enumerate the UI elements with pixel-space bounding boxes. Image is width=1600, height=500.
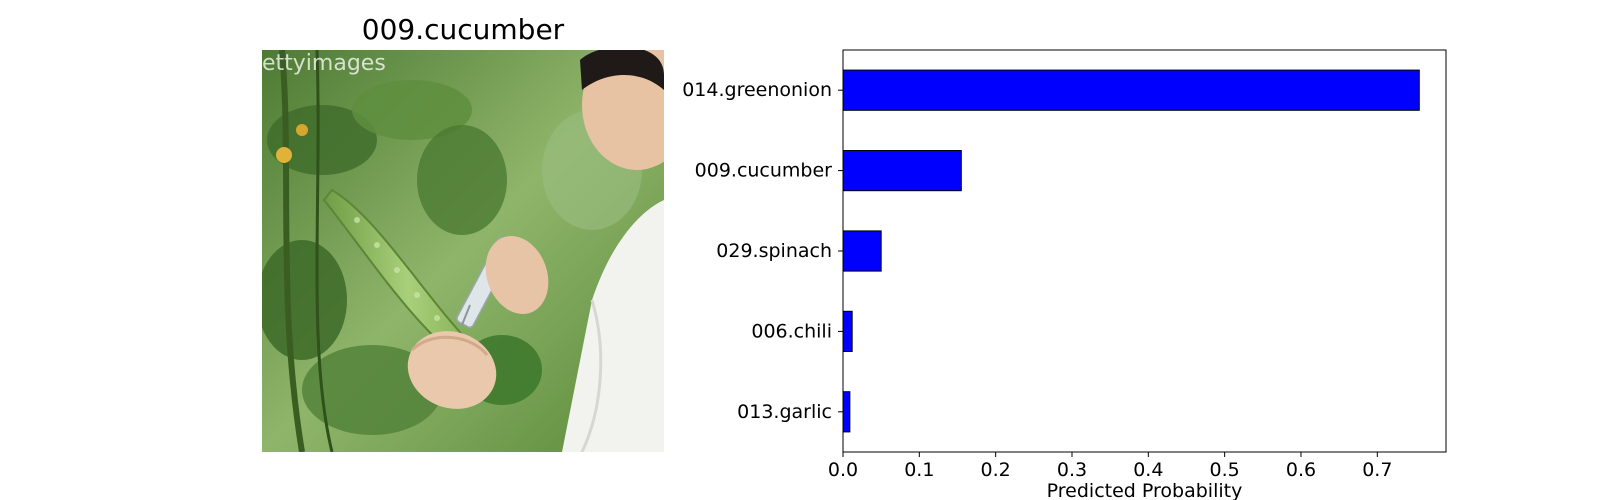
x-tick-label: 0.1 [904,459,934,481]
bars-layer [842,69,1420,433]
x-tick-label: 0.5 [1210,459,1240,481]
y-tick-labels: 014.greenonion 009.cucumber 029.spinach 006… [682,79,843,423]
bar-006-chili [842,310,853,352]
x-tick-label: 0.7 [1362,459,1392,481]
bar-013-garlic [842,391,851,433]
y-tick-label: 014.greenonion [682,79,832,101]
x-tick-label: 0.4 [1133,459,1163,481]
plot-frame [842,49,1447,453]
bar-009-cucumber [842,150,962,192]
y-tick-label: 006.chili [751,320,832,342]
y-tick-label: 009.cucumber [695,160,833,182]
x-tick-label: 0.0 [828,459,858,481]
photo-watermark: ettyimages [262,51,386,76]
y-tick-label: 029.spinach [716,240,832,262]
x-axis-label: Predicted Probability [1047,480,1243,500]
x-tick-label: 0.2 [981,459,1011,481]
bar-029-spinach [842,230,882,272]
cucumber-photo: ettyimages [262,50,664,452]
x-ticks: 0.0 0.1 0.2 0.3 0.4 0.5 0.6 0.7 [828,452,1392,481]
y-tick-label: 013.garlic [737,401,832,423]
x-tick-label: 0.3 [1057,459,1087,481]
image-title: 009.cucumber [361,13,565,46]
photo-illustration: ettyimages [262,50,664,452]
x-tick-label: 0.6 [1286,459,1316,481]
bar-014-greenonion [842,69,1420,111]
